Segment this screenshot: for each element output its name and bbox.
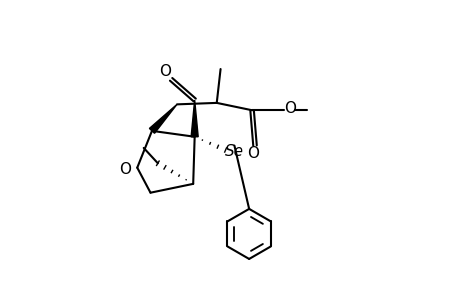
Polygon shape (149, 104, 177, 133)
Text: O: O (283, 101, 295, 116)
Text: Se: Se (224, 144, 243, 159)
Text: O: O (246, 146, 258, 161)
Text: O: O (119, 162, 131, 177)
Text: O: O (158, 64, 170, 80)
Polygon shape (191, 100, 198, 137)
